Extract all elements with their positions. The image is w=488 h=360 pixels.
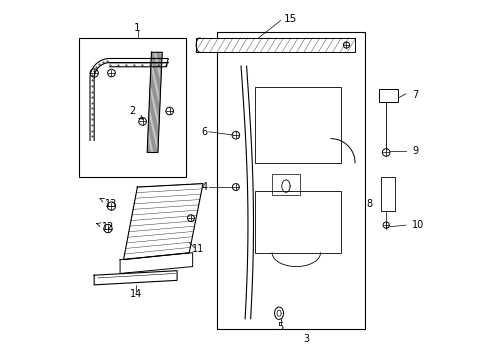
- Bar: [254, 190, 341, 253]
- Text: 13: 13: [100, 198, 117, 209]
- Bar: [254, 87, 341, 163]
- Bar: [216, 32, 365, 329]
- Bar: [272, 174, 299, 195]
- Text: 7: 7: [411, 90, 417, 100]
- Bar: [379, 89, 398, 102]
- Text: 6: 6: [201, 127, 207, 137]
- Text: 3: 3: [303, 334, 308, 344]
- Text: 10: 10: [411, 220, 424, 230]
- Text: 11: 11: [191, 244, 203, 254]
- Text: 5: 5: [277, 322, 284, 332]
- Text: 1: 1: [134, 23, 141, 33]
- Text: 15: 15: [283, 14, 296, 24]
- Bar: [79, 39, 185, 177]
- Text: 9: 9: [411, 146, 417, 156]
- Text: 14: 14: [129, 288, 142, 298]
- Text: 2: 2: [129, 106, 143, 119]
- Text: 4: 4: [201, 182, 207, 192]
- Text: 12: 12: [96, 222, 114, 232]
- Text: 8: 8: [366, 199, 371, 209]
- Bar: [380, 177, 394, 211]
- Bar: [196, 38, 354, 52]
